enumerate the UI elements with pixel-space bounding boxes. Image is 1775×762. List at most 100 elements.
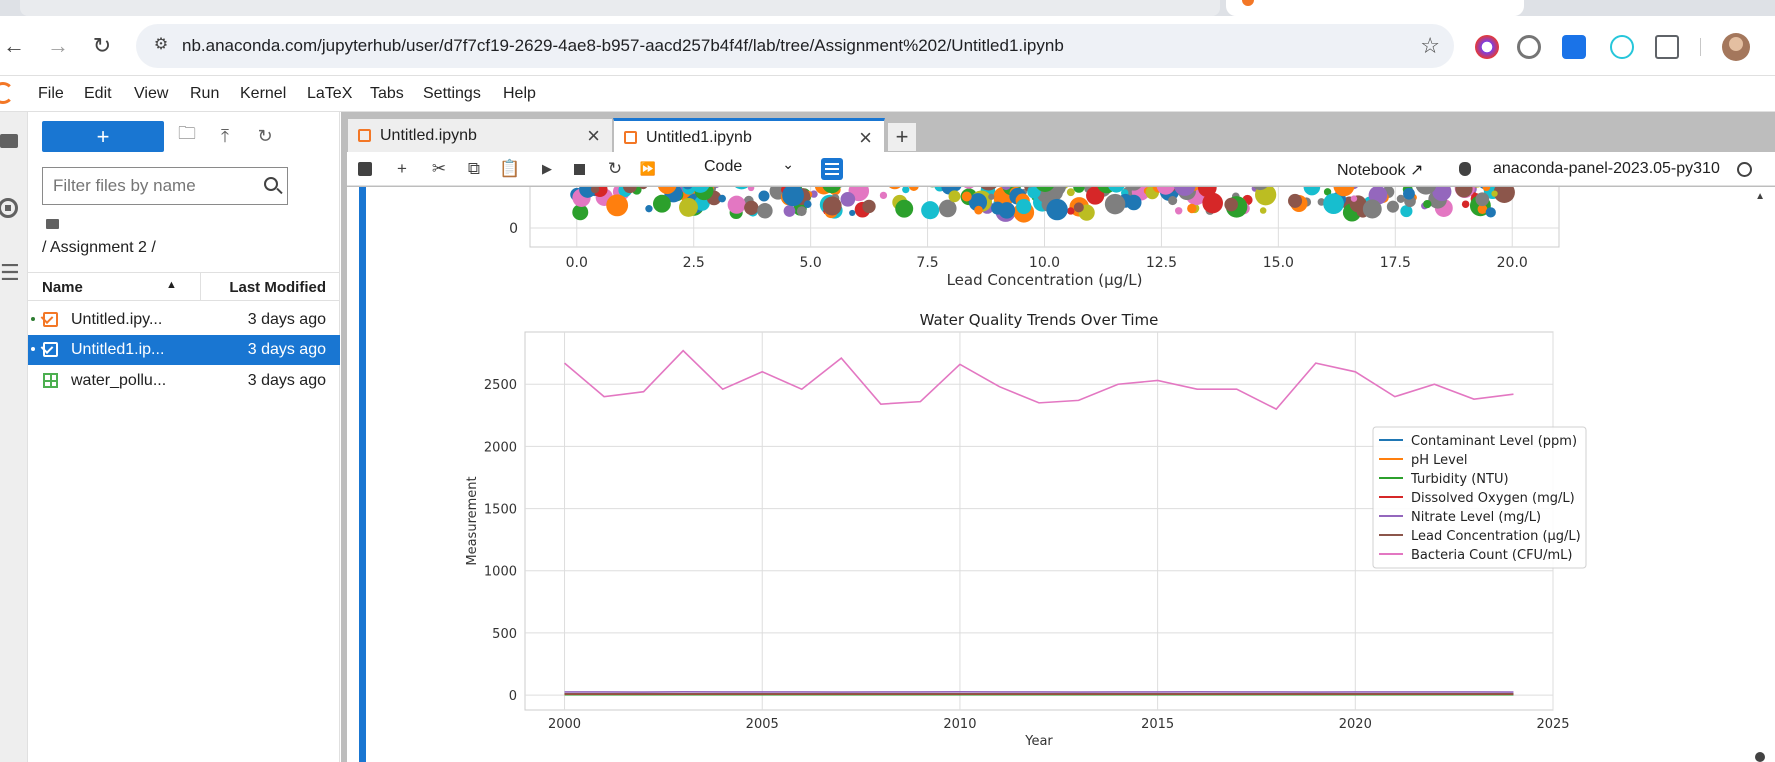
line-x-tick-label: 2010 xyxy=(943,717,976,732)
scrollbar[interactable] xyxy=(1753,187,1767,762)
scatter-point xyxy=(938,199,957,218)
browser-toolbar: ← → ↻ ⚙ nb.anaconda.com/jupyterhub/user/… xyxy=(0,16,1775,76)
scatter-point xyxy=(572,204,589,221)
line-x-tick-label: 2000 xyxy=(548,717,581,732)
legend-label: pH Level xyxy=(1411,453,1467,468)
menu-file[interactable]: File xyxy=(38,85,64,102)
line-x-axis-label: Year xyxy=(1024,734,1053,749)
menu-tabs[interactable]: Tabs xyxy=(370,85,404,102)
line-series xyxy=(564,349,1514,411)
tab-label[interactable]: Untitled1.ipynb xyxy=(646,129,752,146)
scatter-point xyxy=(1027,187,1041,199)
copy-button[interactable]: ⧉ xyxy=(467,159,481,178)
menu-edit[interactable]: Edit xyxy=(84,85,112,102)
scatter-point xyxy=(1386,200,1399,213)
debugger-bug-icon[interactable] xyxy=(1459,162,1471,176)
restart-button[interactable]: ↻ xyxy=(607,159,623,178)
close-icon[interactable]: × xyxy=(587,123,600,148)
scatter-point xyxy=(968,193,988,212)
active-cell-indicator[interactable] xyxy=(359,187,366,762)
cell-type-select[interactable]: Code ⌄ xyxy=(704,156,796,180)
notebook-link-label[interactable]: Notebook xyxy=(1337,162,1406,179)
tab-untitled1[interactable]: Untitled1.ipynb × xyxy=(613,118,885,152)
scatter-point xyxy=(862,199,876,214)
jupyter-favicon xyxy=(1242,0,1254,6)
browser-tab-active[interactable] xyxy=(1226,0,1524,16)
paste-button[interactable]: 📋 xyxy=(499,159,521,178)
file-row-selected[interactable]: Untitled1.ip... 3 days ago xyxy=(28,335,340,365)
file-name[interactable]: water_pollu... xyxy=(71,372,167,389)
breadcrumb-folder-icon[interactable] xyxy=(46,219,59,229)
interrupt-button[interactable] xyxy=(567,158,591,180)
scatter-point xyxy=(1493,187,1515,203)
file-row[interactable]: water_pollu... 3 days ago xyxy=(28,366,340,396)
scatter-point xyxy=(796,206,807,217)
refresh-icon[interactable]: ↻ xyxy=(257,125,273,146)
scatter-point xyxy=(1168,196,1178,206)
running-kernels-icon[interactable] xyxy=(0,198,18,218)
save-icon xyxy=(358,162,372,176)
url-text[interactable]: nb.anaconda.com/jupyterhub/user/d7f7cf19… xyxy=(182,36,1064,55)
folder-icon[interactable] xyxy=(0,134,18,148)
column-name-header[interactable]: Name xyxy=(42,279,83,296)
stop-icon xyxy=(573,163,585,175)
address-bar[interactable]: ⚙ nb.anaconda.com/jupyterhub/user/d7f7cf… xyxy=(136,24,1454,68)
file-row[interactable]: Untitled.ipy... 3 days ago xyxy=(28,305,340,335)
scroll-thumb[interactable] xyxy=(1755,752,1765,762)
cell-type-value[interactable]: Code xyxy=(704,158,743,175)
profile-avatar[interactable] xyxy=(1722,33,1750,61)
line-x-tick-label: 2025 xyxy=(1536,717,1569,732)
scatter-point xyxy=(902,187,910,194)
new-folder-icon[interactable]: 🗀 xyxy=(178,123,196,143)
menu-settings[interactable]: Settings xyxy=(423,85,481,102)
site-info-icon[interactable]: ⚙ xyxy=(153,36,169,53)
file-filter-input[interactable] xyxy=(53,176,253,196)
extensions-puzzle-icon[interactable] xyxy=(1655,35,1679,59)
menu-view[interactable]: View xyxy=(134,85,169,102)
extension-s-icon[interactable] xyxy=(1562,35,1586,59)
file-name[interactable]: Untitled.ipy... xyxy=(71,311,163,328)
bookmark-star-icon[interactable]: ☆ xyxy=(1420,33,1440,58)
column-modified-header[interactable]: Last Modified xyxy=(229,279,326,296)
grammarly-icon[interactable] xyxy=(1517,35,1541,59)
scatter-point xyxy=(1323,188,1332,196)
forward-icon[interactable]: → xyxy=(47,33,69,58)
extension-color-icon[interactable] xyxy=(1475,35,1499,59)
breadcrumb[interactable]: / Assignment 2 / xyxy=(42,239,156,256)
open-in-notebook-link[interactable]: Notebook ↗ xyxy=(1337,160,1423,180)
file-filter-field[interactable] xyxy=(42,167,288,205)
add-tab-button[interactable]: + xyxy=(887,122,917,152)
menu-help[interactable]: Help xyxy=(503,85,536,102)
reload-icon[interactable]: ↻ xyxy=(92,33,112,58)
restart-run-all-button[interactable]: ⏩ xyxy=(639,161,657,176)
tab-untitled[interactable]: Untitled.ipynb × xyxy=(347,118,613,152)
scatter-point xyxy=(679,197,698,217)
scatter-point xyxy=(1403,187,1415,200)
new-launcher-button[interactable]: + xyxy=(42,121,164,152)
save-button[interactable] xyxy=(353,158,377,180)
tab-label[interactable]: Untitled.ipynb xyxy=(380,127,477,144)
menu-run[interactable]: Run xyxy=(190,85,220,102)
scatter-point xyxy=(758,190,770,202)
back-icon[interactable]: ← xyxy=(3,33,25,58)
browser-tab[interactable] xyxy=(20,0,1220,16)
scatter-point xyxy=(948,190,961,203)
table-of-contents-icon[interactable]: ☰ xyxy=(0,260,20,285)
run-button[interactable]: ▶ xyxy=(542,161,552,176)
close-icon[interactable]: × xyxy=(859,125,872,150)
file-list-header: Name ▲ Last Modified xyxy=(28,272,340,301)
file-name[interactable]: Untitled1.ip... xyxy=(71,341,165,358)
scatter-point xyxy=(988,193,995,200)
notebook-icon xyxy=(43,342,58,357)
cut-button[interactable]: ✂ xyxy=(431,159,447,178)
menu-kernel[interactable]: Kernel xyxy=(240,85,287,102)
insert-cell-button[interactable]: + xyxy=(397,159,407,178)
property-inspector-button[interactable] xyxy=(821,158,843,180)
scroll-up-icon[interactable]: ▲ xyxy=(1755,191,1765,202)
notebook-content: 0.0 2.5 5.0 7.5 10.0 12.5 15.0 17.5 20.0 0 Lead Co… xyxy=(347,187,1775,762)
toolbar-divider xyxy=(1700,38,1701,56)
extension-hand-icon[interactable] xyxy=(1610,35,1634,59)
kernel-name[interactable]: anaconda-panel-2023.05-py310 xyxy=(1493,160,1720,177)
menu-latex[interactable]: LaTeX xyxy=(307,85,353,102)
upload-icon[interactable]: ⤒ xyxy=(221,125,229,146)
